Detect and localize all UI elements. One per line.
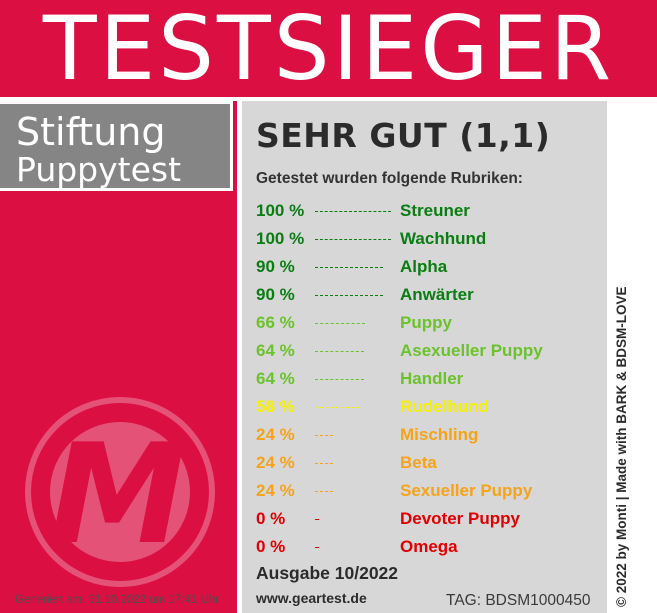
criteria-row: 90 % Anwärter — [256, 284, 606, 312]
criteria-dash-leader — [315, 547, 319, 548]
criteria-percent: 90 % — [256, 257, 295, 276]
criteria-percent: 64 % — [256, 341, 295, 360]
criteria-row: 64 % Handler — [256, 368, 606, 396]
criteria-row: 0 % Omega — [256, 536, 606, 564]
tag-id: TAG: BDSM1000450 — [446, 592, 591, 609]
side-strip — [607, 101, 657, 613]
criteria-name: Mischling — [400, 425, 479, 444]
criteria-percent: 64 % — [256, 369, 295, 388]
criteria-percent: 58 % — [256, 397, 295, 416]
banner-separator — [0, 97, 657, 101]
criteria-name: Omega — [400, 537, 458, 556]
m-seal-logo-icon: M — [25, 397, 215, 587]
criteria-dash-leader — [315, 491, 334, 492]
criteria-percent: 100 % — [256, 229, 305, 248]
criteria-dash-leader — [315, 351, 364, 352]
criteria-row: 0 % Devoter Puppy — [256, 508, 606, 536]
criteria-dash-leader — [315, 211, 391, 212]
criteria-name: Handler — [400, 369, 464, 388]
criteria-row: 24 % Mischling — [256, 424, 606, 452]
criteria-percent: 100 % — [256, 201, 305, 220]
criteria-name: Streuner — [400, 201, 470, 220]
criteria-name: Wachhund — [400, 229, 487, 248]
criteria-percent: 0 % — [256, 509, 286, 528]
testsieger-banner: TESTSIEGER — [0, 0, 657, 97]
criteria-row: 64 % Asexueller Puppy — [256, 340, 606, 368]
result-panel — [242, 101, 607, 613]
criteria-percent: 24 % — [256, 481, 295, 500]
copyright-credit: © 2022 by Monti | Made with BARK & BDSM-… — [614, 286, 629, 608]
criteria-percent: 0 % — [256, 537, 286, 556]
criteria-percent: 24 % — [256, 425, 295, 444]
criteria-percent: 66 % — [256, 313, 295, 332]
issue-label: Ausgabe 10/2022 — [256, 563, 399, 583]
criteria-row: 100 % Wachhund — [256, 228, 606, 256]
criteria-dash-leader — [315, 519, 319, 520]
criteria-dash-leader — [315, 435, 334, 436]
criteria-row: 90 % Alpha — [256, 256, 606, 284]
logo-letter: M — [49, 414, 186, 575]
criteria-label: Getestet wurden folgende Rubriken: — [256, 170, 523, 187]
criteria-name: Beta — [400, 453, 437, 472]
criteria-dash-leader — [315, 267, 384, 268]
criteria-name: Devoter Puppy — [400, 509, 520, 528]
grade-heading: SEHR GUT (1,1) — [256, 116, 551, 155]
criteria-dash-leader — [315, 323, 366, 324]
criteria-row: 24 % Beta — [256, 452, 606, 480]
criteria-row: 66 % Puppy — [256, 312, 606, 340]
brand-box: Stiftung Puppytest — [0, 101, 233, 191]
criteria-row: 100 % Streuner — [256, 200, 606, 228]
criteria-name: Asexueller Puppy — [400, 341, 543, 360]
criteria-row: 58 % Rudelhund — [256, 396, 606, 424]
criteria-name: Rudelhund — [400, 397, 489, 416]
brand-name-line-1: Stiftung — [16, 110, 166, 154]
criteria-percent: 90 % — [256, 285, 295, 304]
website-text: www.geartest.de — [256, 590, 367, 606]
criteria-dash-leader — [315, 295, 384, 296]
generated-timestamp: Generiert am: 31.10.2022 um 17:41 Uhr — [15, 594, 219, 606]
criteria-list: 100 % Streuner 100 % Wachhund 90 % Alpha 90 % A… — [256, 200, 606, 564]
panel-divider — [237, 101, 242, 613]
criteria-dash-leader — [315, 379, 364, 380]
criteria-dash-leader — [315, 463, 334, 464]
criteria-name: Puppy — [400, 313, 452, 332]
criteria-name: Alpha — [400, 257, 448, 276]
criteria-percent: 24 % — [256, 453, 295, 472]
brand-name-line-2: Puppytest — [16, 150, 182, 189]
criteria-row: 24 % Sexueller Puppy — [256, 480, 606, 508]
criteria-name: Anwärter — [400, 285, 474, 304]
criteria-dash-leader — [315, 407, 360, 408]
criteria-name: Sexueller Puppy — [400, 481, 533, 500]
criteria-dash-leader — [315, 239, 391, 240]
